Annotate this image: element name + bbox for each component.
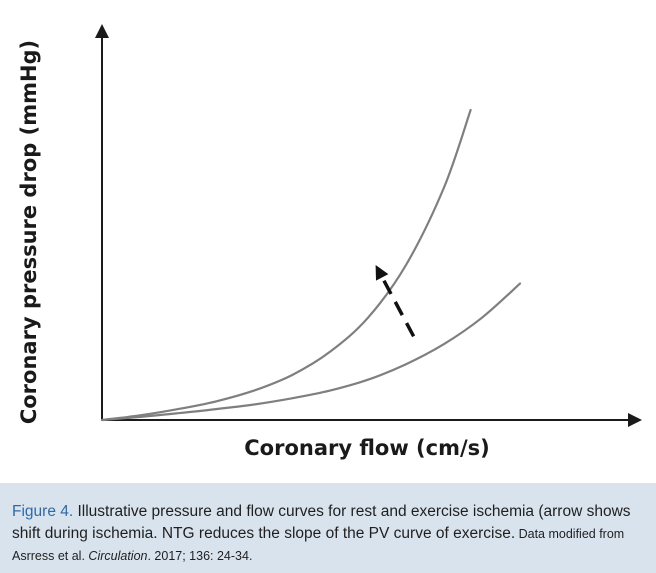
curves <box>100 108 522 422</box>
shift-arrow-line <box>380 276 416 338</box>
caption-source-journal: Circulation <box>88 549 148 563</box>
curve-2 <box>100 282 522 422</box>
x-axis-label: Coronary flow (cm/s) <box>244 436 490 460</box>
caption-source-prefix: Data modified from Asrress et al. <box>12 527 625 563</box>
caption-text: Illustrative pressure and flow curves fo… <box>12 503 631 542</box>
figure-caption: Figure 4. Illustrative pressure and flow… <box>0 483 656 573</box>
x-axis-arrowhead <box>628 413 642 427</box>
figure-label: Figure 4. <box>12 503 74 520</box>
y-axis-label: Coronary pressure drop (mmHg) <box>17 40 41 424</box>
shift-arrow-head <box>375 265 389 281</box>
axes <box>95 24 642 427</box>
caption-source-suffix: . 2017; 136: 24-34. <box>147 549 253 563</box>
y-axis-arrowhead <box>95 24 109 38</box>
curve-1 <box>100 108 472 422</box>
annotations <box>375 265 416 338</box>
pressure-flow-chart: Coronary flow (cm/s) Coronary pressure d… <box>17 24 642 460</box>
